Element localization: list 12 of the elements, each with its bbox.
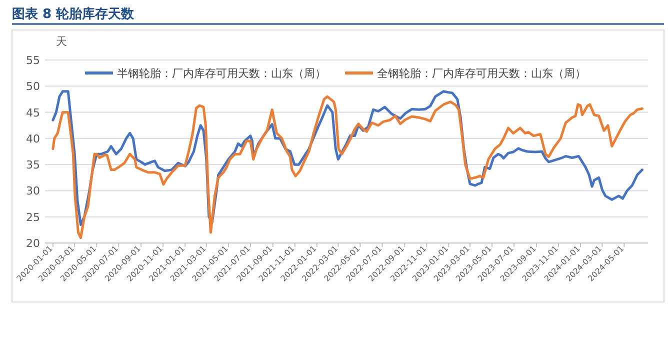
legend-label: 全钢轮胎：厂内库存可用天数：山东（周） [377, 67, 586, 80]
y-tick-label: 35 [26, 158, 40, 172]
y-tick-label: 30 [26, 184, 40, 198]
y-axis-title: 天 [56, 35, 67, 48]
y-tick-label: 40 [26, 132, 40, 146]
y-tick-label: 20 [26, 237, 40, 250]
y-tick-label: 50 [26, 80, 40, 94]
legend-label: 半钢轮胎：厂内库存可用天数：山东（周） [117, 67, 326, 80]
y-tick-label: 45 [26, 106, 40, 120]
y-tick-label: 25 [26, 210, 40, 224]
chart-title: 图表 8 轮胎库存天数 [12, 6, 136, 22]
y-tick-label: 55 [26, 54, 40, 67]
